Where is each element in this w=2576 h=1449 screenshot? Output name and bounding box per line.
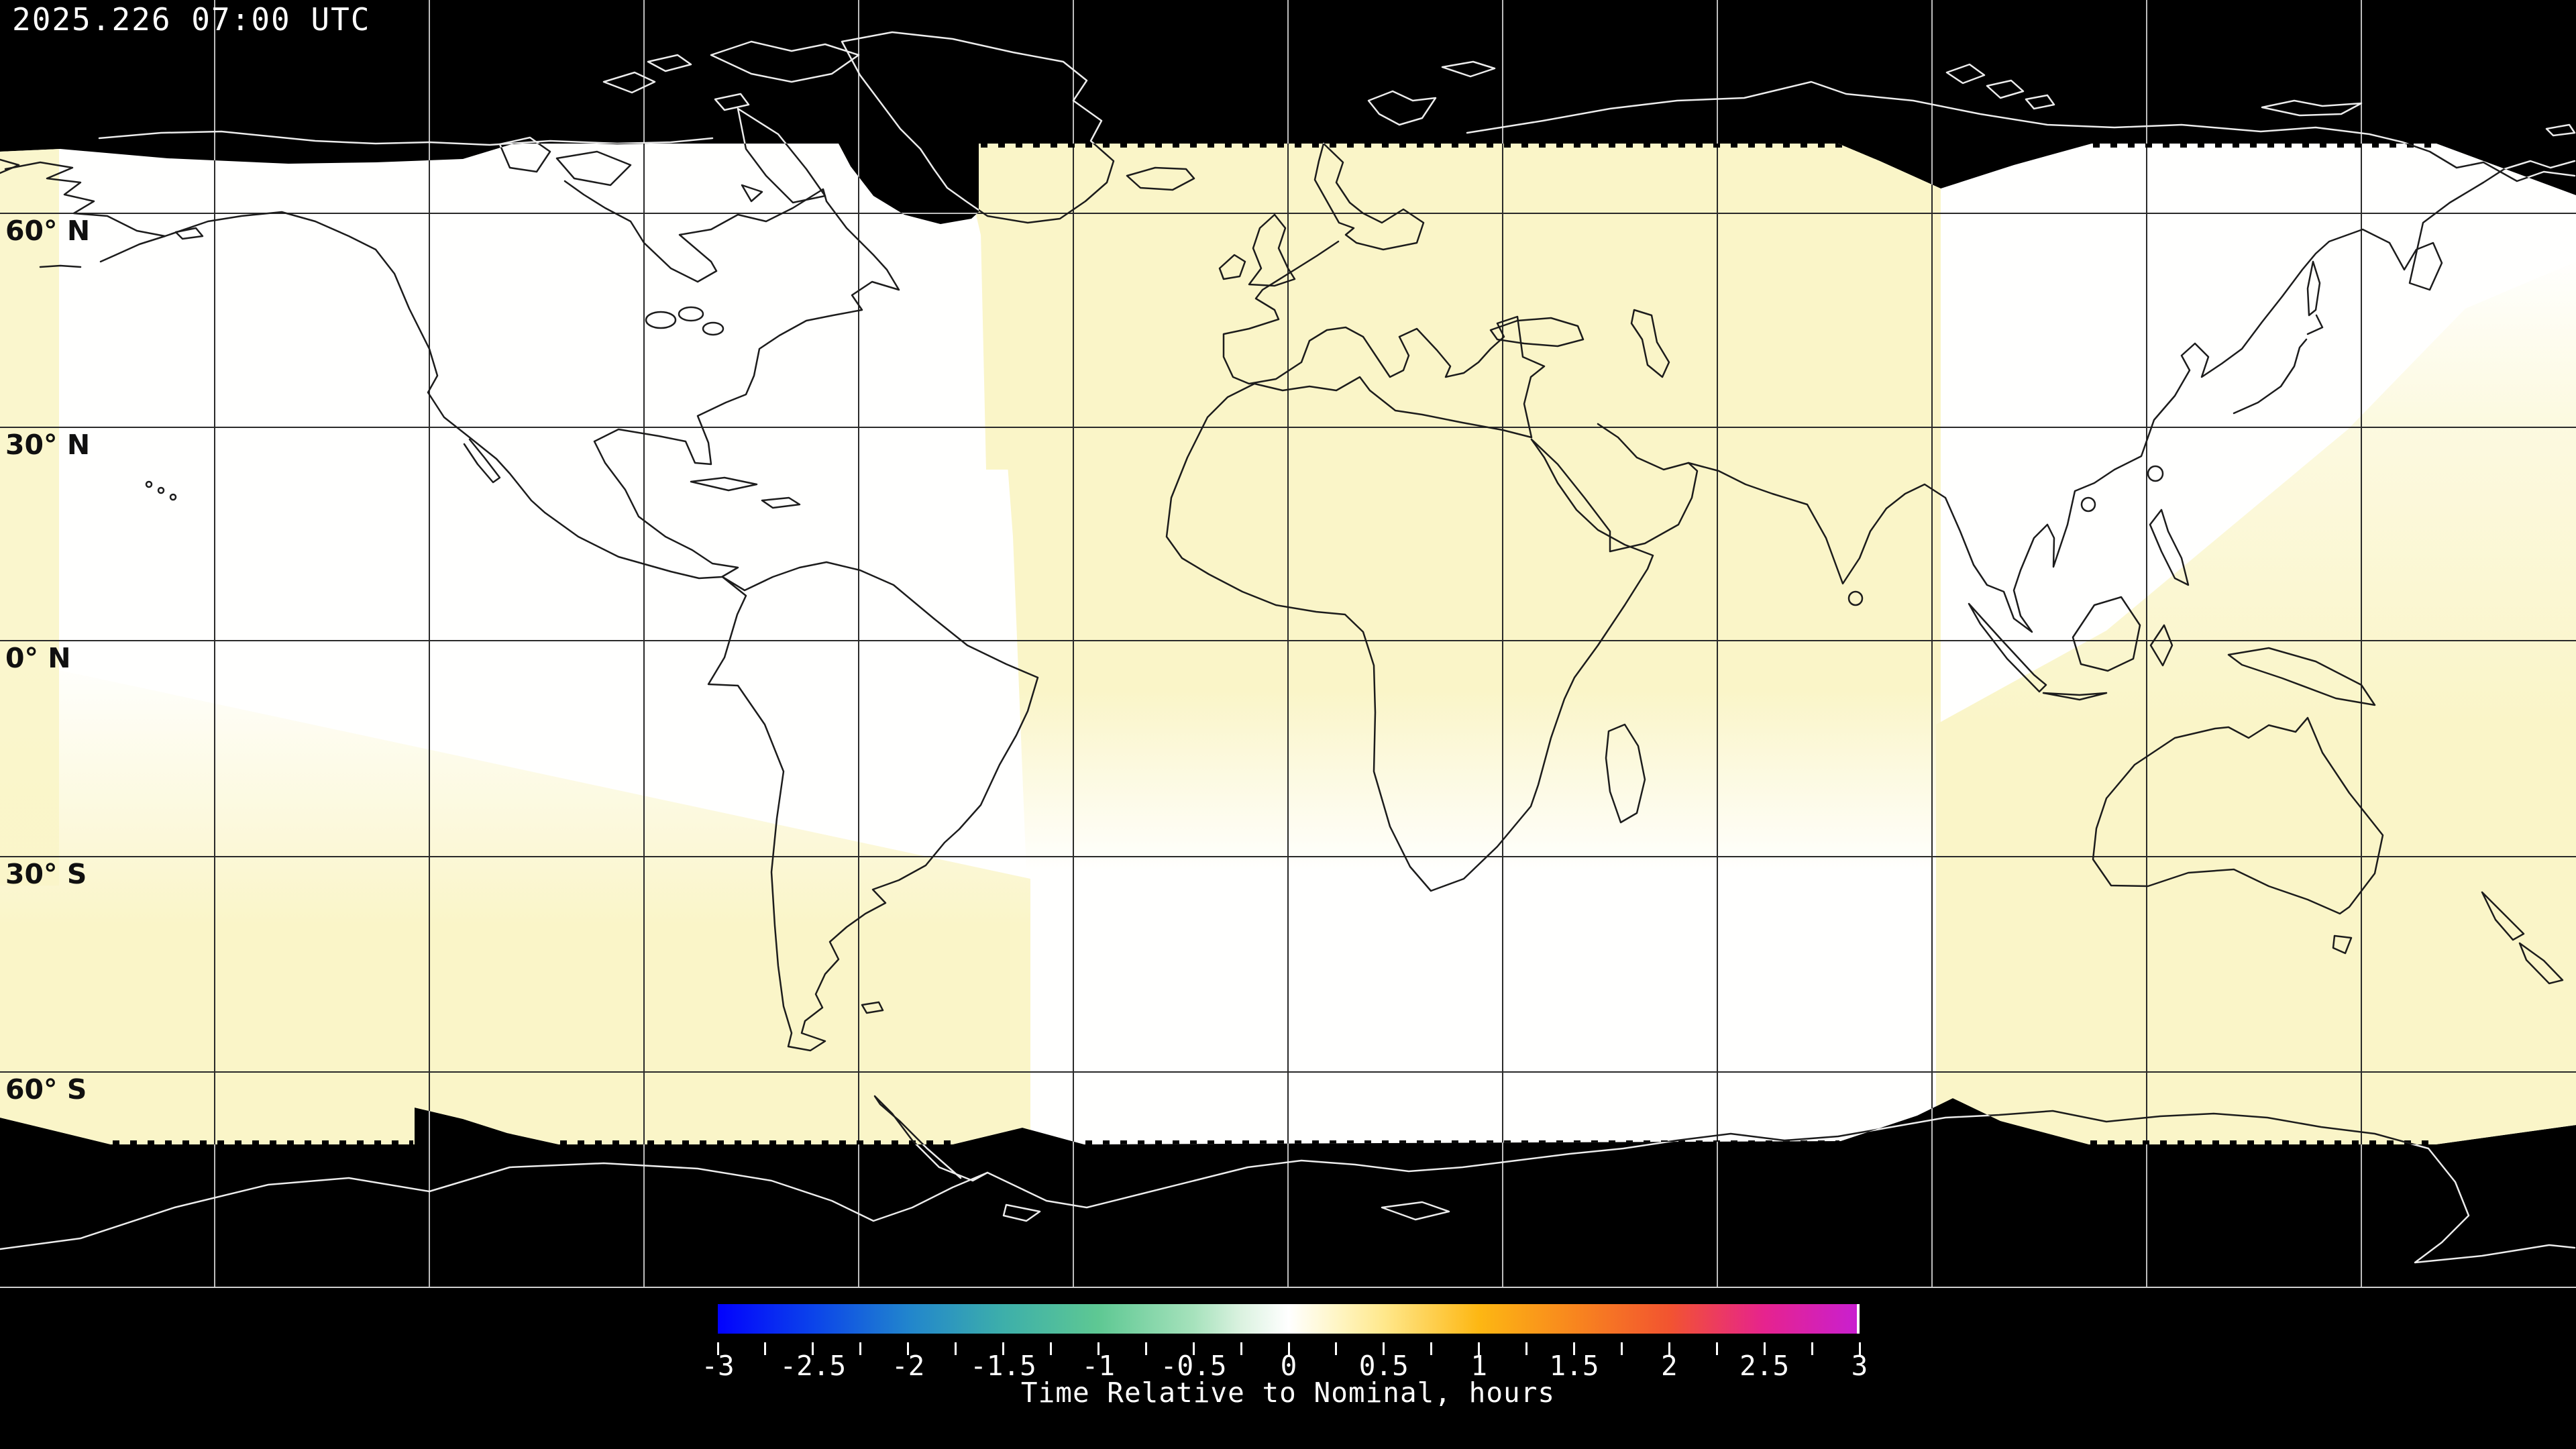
colorbar-right-cap — [1857, 1304, 1860, 1334]
colorbar-tick — [812, 1342, 814, 1355]
colorbar-tick — [1763, 1342, 1766, 1355]
colorbar-tick-label: 0.5 — [1358, 1350, 1409, 1382]
colorbar-tick — [1240, 1342, 1242, 1355]
colorbar-tick — [907, 1342, 910, 1355]
colorbar-tick — [1858, 1342, 1861, 1355]
colorbar-tick — [955, 1342, 957, 1355]
colorbar-tick — [716, 1342, 719, 1355]
colorbar-title: Time Relative to Nominal, hours — [1020, 1377, 1556, 1409]
colorbar-tick-label: 2 — [1660, 1350, 1678, 1382]
colorbar-tick-label: -2 — [891, 1350, 925, 1382]
colorbar-tick — [1287, 1342, 1290, 1355]
colorbar-tick-label: 3 — [1851, 1350, 1868, 1382]
gridlines-on-light — [0, 144, 2576, 1144]
latitude-label: 60° S — [5, 1073, 87, 1106]
colorbar-gradient — [718, 1304, 1860, 1334]
colorbar-tick — [1620, 1342, 1623, 1355]
colorbar-tick — [1525, 1342, 1528, 1355]
late-swath-tints — [0, 144, 2576, 1144]
latitude-label: 30° N — [5, 429, 91, 461]
colorbar-tick — [859, 1342, 862, 1355]
colorbar-tick — [1002, 1342, 1004, 1355]
timestamp: 2025.226 07:00 UTC — [12, 1, 371, 38]
colorbar-tick — [1144, 1342, 1147, 1355]
colorbar-tick — [1573, 1342, 1575, 1355]
colorbar-tick-label: -2.5 — [780, 1350, 847, 1382]
colorbar-tick — [1668, 1342, 1670, 1355]
colorbar-tick — [1335, 1342, 1338, 1355]
colorbar-tick — [1192, 1342, 1195, 1355]
colorbar-tick-label: -1 — [1081, 1350, 1116, 1382]
latitude-label: 0° N — [5, 642, 71, 674]
colorbar-tick — [764, 1342, 767, 1355]
colorbar-tick-label: 1.5 — [1549, 1350, 1599, 1382]
colorbar-tick — [1715, 1342, 1718, 1355]
colorbar-tick — [1811, 1342, 1813, 1355]
colorbar-tick-label: -0.5 — [1160, 1350, 1227, 1382]
latitude-label: 30° S — [5, 858, 87, 890]
colorbar-tick-label: 2.5 — [1739, 1350, 1790, 1382]
colorbar-tick — [1478, 1342, 1481, 1355]
latitude-label: 60° N — [5, 215, 91, 247]
colorbar-tick-label: 0 — [1280, 1350, 1297, 1382]
colorbar-tick-label: -3 — [701, 1350, 735, 1382]
colorbar-tick-label: 1 — [1470, 1350, 1487, 1382]
colorbar-tick — [1097, 1342, 1099, 1355]
colorbar-tick — [1383, 1342, 1385, 1355]
colorbar-tick — [1049, 1342, 1052, 1355]
colorbar-tick — [1430, 1342, 1433, 1355]
colorbar-tick-label: -1.5 — [970, 1350, 1036, 1382]
